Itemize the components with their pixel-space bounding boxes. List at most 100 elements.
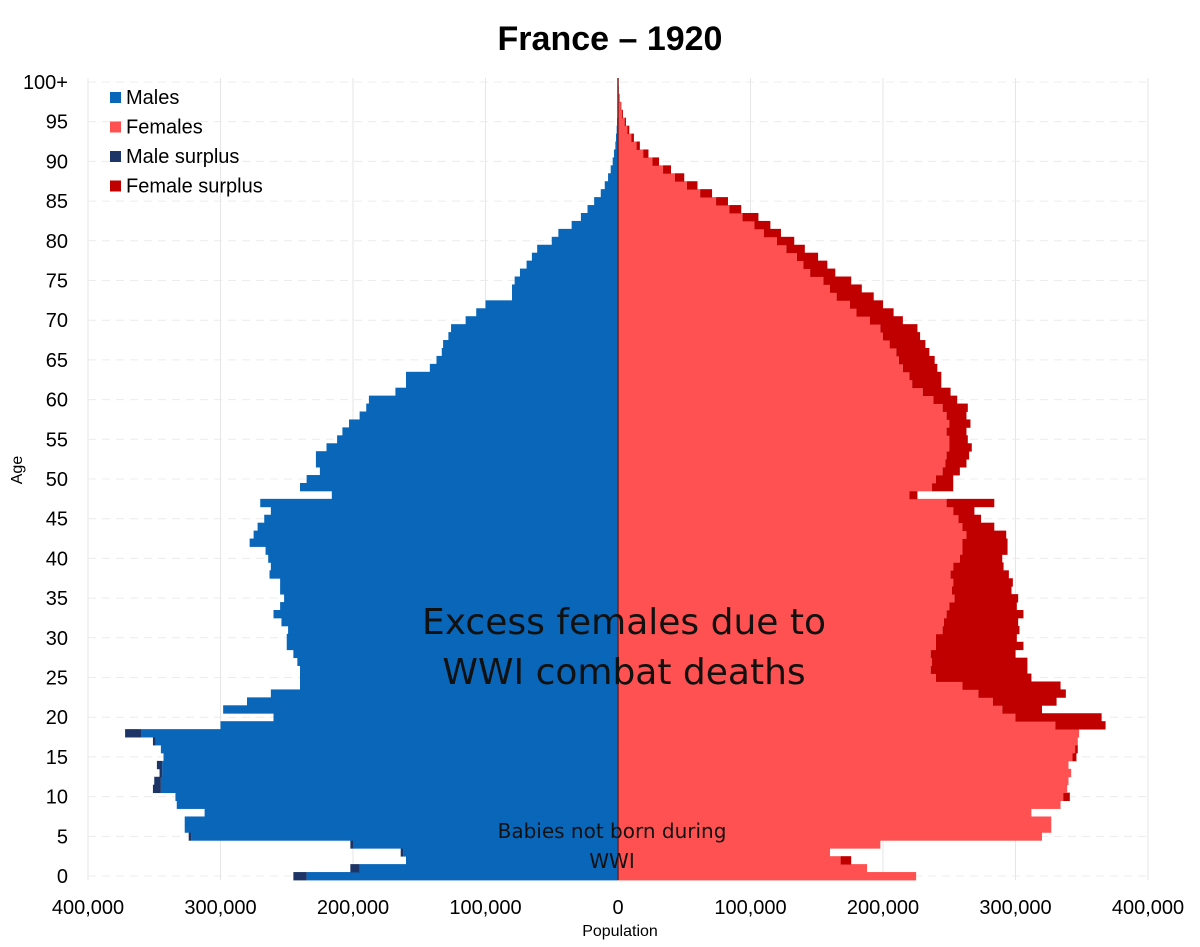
female-surplus-bar — [936, 633, 1017, 643]
male-bar — [293, 649, 618, 659]
x-tick-label: 100,000 — [714, 897, 786, 919]
male-bar — [326, 443, 618, 452]
legend: Males Females Male surplus Female surplus — [110, 87, 263, 198]
female-bar — [618, 602, 950, 611]
female-surplus-bar — [830, 284, 862, 293]
y-tick-label: 100+ — [23, 72, 68, 94]
female-bar — [618, 482, 933, 492]
female-bar — [618, 467, 943, 476]
male-bar — [600, 189, 618, 198]
male-bar — [359, 864, 618, 873]
male-bar — [359, 411, 618, 420]
male-bar — [273, 713, 618, 722]
male-bar — [281, 617, 618, 627]
y-tick-label: 20 — [46, 707, 68, 729]
male-bar — [300, 665, 618, 674]
female-bar — [618, 117, 625, 127]
female-bar — [618, 435, 950, 444]
legend-item-female-surplus: Female surplus — [110, 176, 263, 198]
male-bar — [594, 197, 618, 206]
female-surplus-bar — [786, 244, 805, 254]
male-bar — [300, 482, 618, 492]
male-surplus-bar — [350, 864, 360, 873]
female-bar — [618, 633, 936, 643]
male-bar — [247, 697, 618, 706]
female-surplus-bar — [674, 173, 685, 182]
female-surplus-bar — [836, 292, 874, 301]
male-bar — [160, 784, 618, 794]
male-bar — [368, 395, 618, 404]
male-bar — [284, 594, 618, 603]
female-bar — [618, 681, 963, 690]
female-bar — [618, 713, 1016, 722]
female-surplus-bar — [933, 395, 958, 404]
y-tick-label: 35 — [46, 588, 68, 610]
male-surplus-bar — [152, 784, 161, 794]
female-bar — [618, 872, 917, 881]
female-surplus-bar — [663, 165, 671, 174]
female-surplus-bar — [896, 347, 930, 357]
female-surplus-bar — [1063, 792, 1070, 801]
male-bar — [155, 737, 618, 746]
male-bar — [349, 419, 618, 428]
male-bar — [512, 292, 618, 301]
legend-label: Females — [126, 117, 203, 139]
female-surplus-bar — [954, 594, 1019, 603]
female-bar — [618, 832, 1042, 841]
female-surplus-bar — [930, 665, 1028, 674]
y-tick-label: 70 — [46, 310, 68, 332]
chart-title: France – 1920 — [498, 20, 723, 58]
male-bar — [249, 538, 618, 547]
female-surplus-bar — [909, 490, 918, 500]
x-axis-title: Population — [582, 923, 658, 940]
female-surplus-bar — [620, 101, 622, 111]
female-surplus-bar — [946, 411, 967, 420]
female-bar — [618, 617, 944, 627]
female-bar — [618, 252, 797, 262]
male-bar — [608, 173, 618, 182]
annotation-line: Excess females due to — [422, 602, 826, 643]
male-bar — [337, 435, 618, 444]
female-bar — [618, 689, 979, 698]
female-bar — [618, 419, 950, 428]
female-surplus-bar — [953, 578, 1013, 587]
male-bar — [441, 347, 618, 357]
female-bar — [618, 490, 910, 500]
female-surplus-bar — [936, 641, 1024, 651]
female-bar — [618, 411, 947, 420]
female-bar — [618, 443, 950, 452]
female-bar — [618, 181, 687, 190]
y-tick-label: 85 — [46, 191, 68, 213]
male-bar — [315, 459, 618, 468]
annotations: Excess females due to WWI combat deaths Ba… — [422, 602, 826, 873]
male-bar — [270, 506, 618, 516]
female-surplus-bar — [949, 419, 971, 428]
male-surplus-bar — [125, 729, 141, 738]
female-surplus-bar — [880, 324, 918, 333]
male-bar — [162, 768, 618, 778]
female-bar — [618, 157, 653, 166]
male-bar — [268, 554, 618, 563]
male-bar — [273, 610, 618, 619]
female-surplus-bar — [1075, 745, 1078, 754]
legend-swatch — [110, 92, 121, 103]
x-tick-label: 200,000 — [847, 897, 919, 919]
male-bar — [269, 570, 618, 579]
female-bar — [618, 737, 1078, 746]
male-bar — [315, 451, 618, 460]
female-surplus-bar — [962, 546, 1008, 555]
y-tick-label: 30 — [46, 628, 68, 650]
y-tick-label: 15 — [46, 747, 68, 769]
female-surplus-bar — [942, 403, 968, 412]
female-bar — [618, 625, 943, 635]
male-bar — [163, 752, 618, 762]
male-bar — [604, 181, 618, 190]
female-bar — [618, 800, 1061, 809]
male-bar — [476, 308, 618, 317]
x-tick-label: 100,000 — [449, 897, 521, 919]
female-bar — [618, 530, 967, 539]
female-bar — [618, 403, 943, 412]
male-bar — [406, 856, 618, 865]
x-tick-label: 0 — [612, 897, 623, 919]
female-bar — [618, 570, 951, 579]
